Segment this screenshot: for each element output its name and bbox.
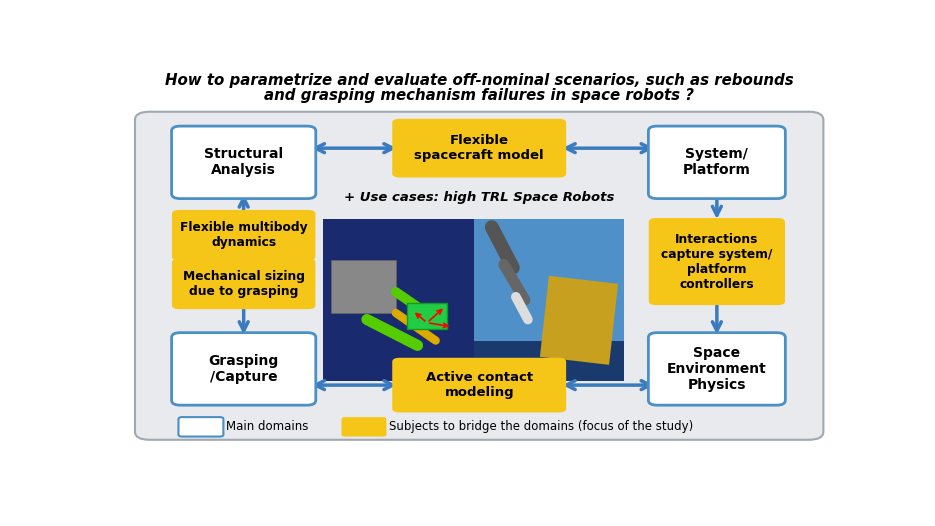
FancyBboxPatch shape bbox=[393, 119, 566, 178]
Text: Grasping
/Capture: Grasping /Capture bbox=[209, 354, 279, 384]
FancyBboxPatch shape bbox=[179, 417, 223, 437]
FancyBboxPatch shape bbox=[393, 358, 566, 412]
Text: Flexible multibody
dynamics: Flexible multibody dynamics bbox=[180, 221, 308, 249]
Text: Flexible
spacecraft model: Flexible spacecraft model bbox=[414, 134, 544, 162]
Bar bbox=[474, 340, 625, 381]
FancyBboxPatch shape bbox=[648, 332, 785, 405]
FancyBboxPatch shape bbox=[649, 218, 785, 305]
Text: System/
Platform: System/ Platform bbox=[683, 147, 751, 177]
Bar bbox=[474, 219, 625, 381]
FancyBboxPatch shape bbox=[648, 126, 785, 199]
FancyBboxPatch shape bbox=[341, 417, 386, 437]
Text: Structural
Analysis: Structural Analysis bbox=[204, 147, 283, 177]
Bar bbox=[474, 219, 625, 340]
Text: Space
Environment
Physics: Space Environment Physics bbox=[667, 346, 767, 392]
Polygon shape bbox=[539, 276, 618, 365]
Text: Interactions
capture system/
platform
controllers: Interactions capture system/ platform co… bbox=[661, 232, 772, 290]
FancyBboxPatch shape bbox=[172, 210, 315, 260]
Text: Subjects to bridge the domains (focus of the study): Subjects to bridge the domains (focus of… bbox=[389, 420, 694, 433]
Text: Mechanical sizing
due to grasping: Mechanical sizing due to grasping bbox=[182, 270, 305, 298]
Bar bbox=[331, 260, 396, 313]
Bar bbox=[324, 219, 474, 381]
Text: and grasping mechanism failures in space robots ?: and grasping mechanism failures in space… bbox=[265, 88, 694, 103]
FancyBboxPatch shape bbox=[172, 259, 315, 309]
FancyBboxPatch shape bbox=[172, 332, 316, 405]
Text: How to parametrize and evaluate off-nominal scenarios, such as rebounds: How to parametrize and evaluate off-nomi… bbox=[165, 73, 794, 88]
Text: Main domains: Main domains bbox=[225, 420, 308, 433]
Text: + Use cases: high TRL Space Robots: + Use cases: high TRL Space Robots bbox=[344, 191, 614, 204]
FancyBboxPatch shape bbox=[172, 126, 316, 199]
Text: Active contact
modeling: Active contact modeling bbox=[425, 371, 533, 399]
Bar bbox=[407, 303, 447, 329]
FancyBboxPatch shape bbox=[135, 112, 824, 440]
